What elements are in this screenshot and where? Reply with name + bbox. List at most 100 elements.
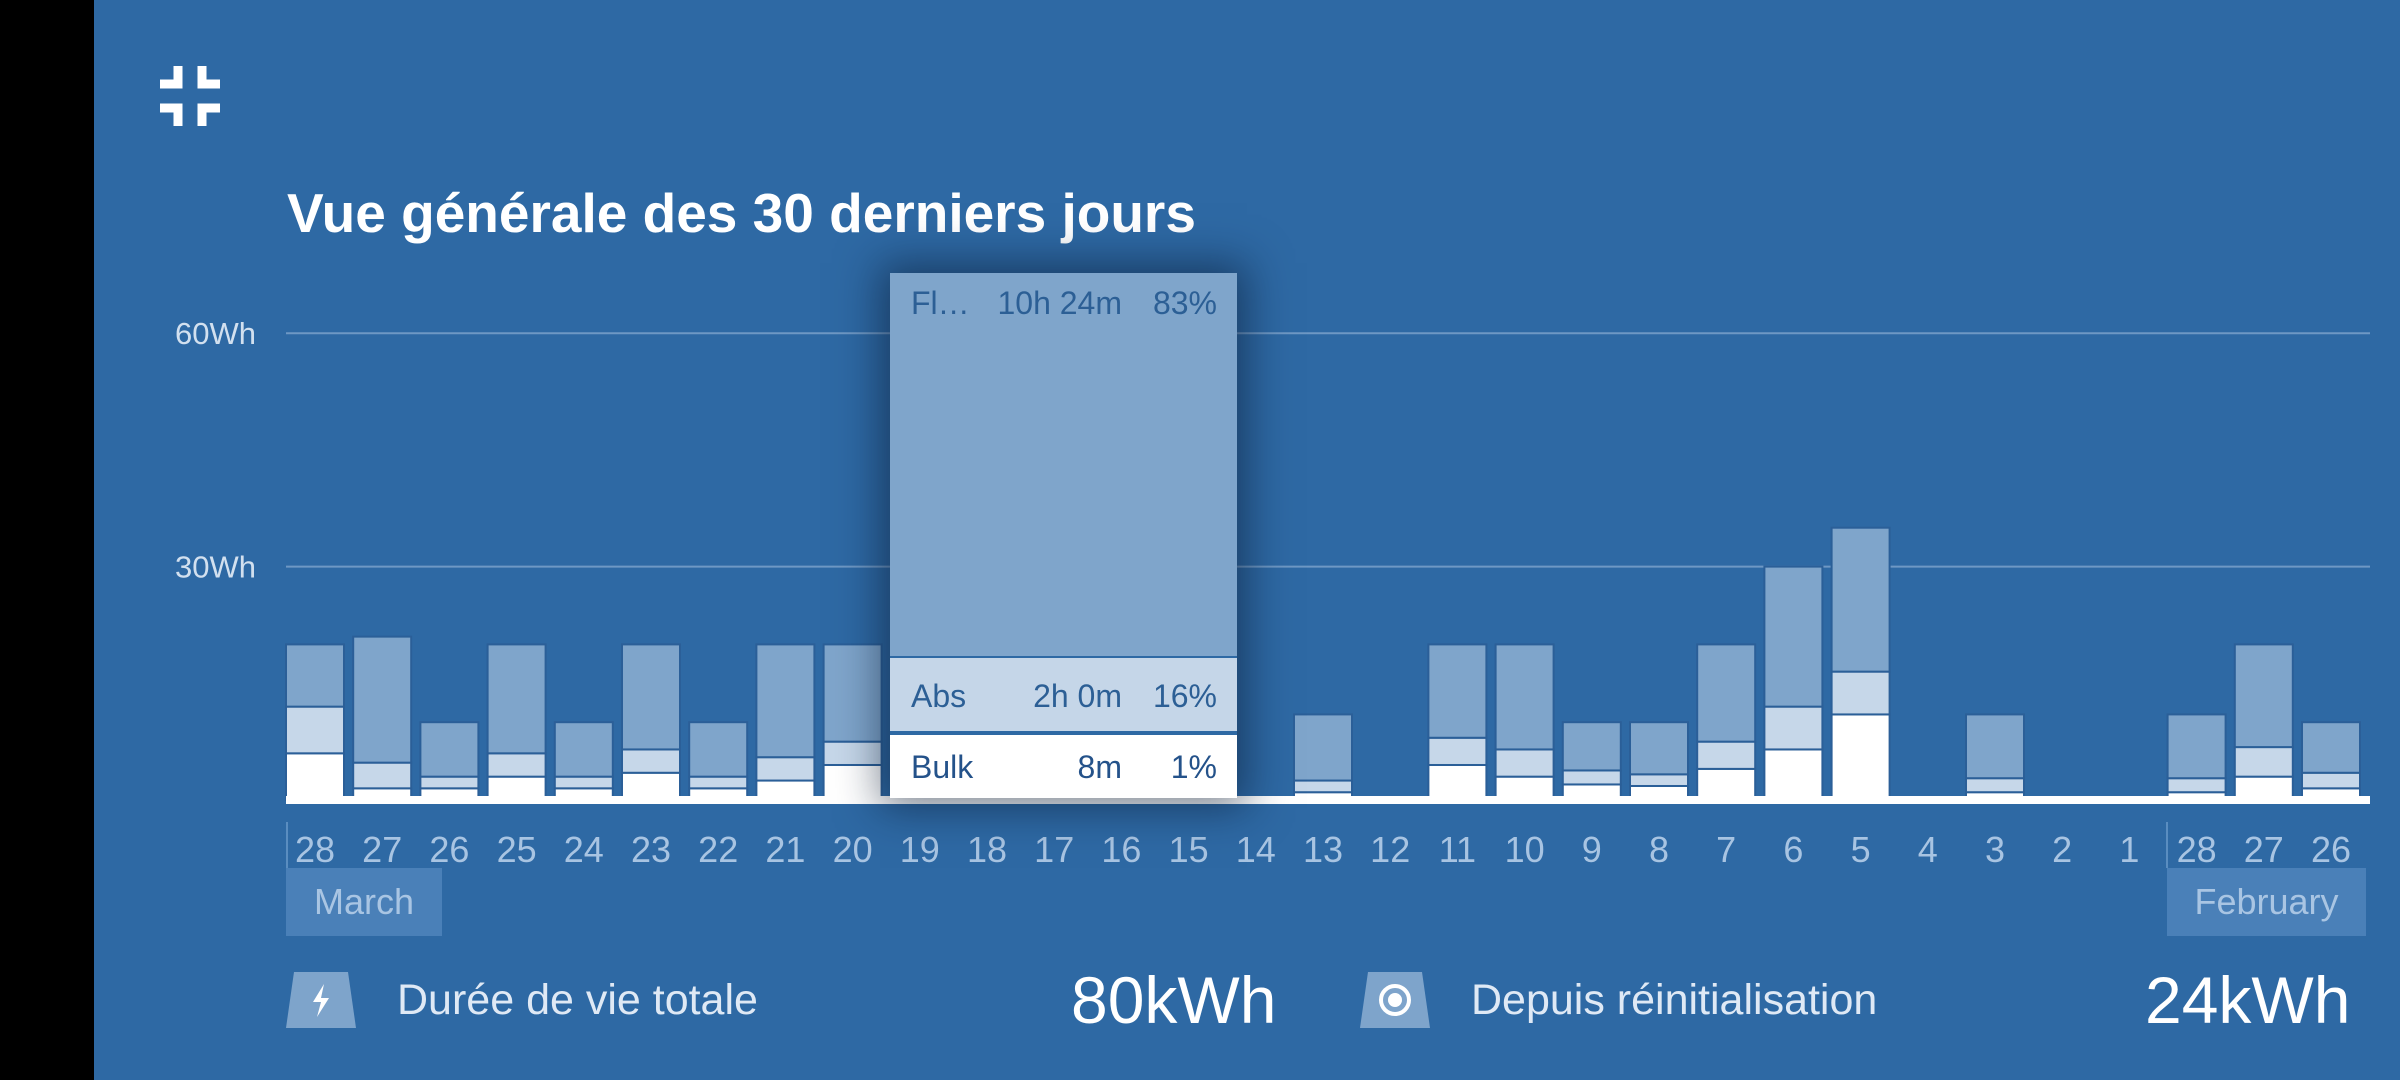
collapse-icon[interactable] — [160, 66, 220, 126]
x-tick-label: 5 — [1851, 829, 1871, 870]
bar-segment-bulk[interactable] — [1427, 763, 1488, 801]
bar-segment-abs[interactable] — [352, 761, 413, 790]
x-tick-label: 27 — [362, 829, 402, 870]
x-tick-label: 28 — [295, 829, 335, 870]
bar-segment-abs[interactable] — [2233, 746, 2294, 778]
x-tick-label: 27 — [2244, 829, 2284, 870]
lifetime-value: 80kWh — [1071, 963, 1277, 1037]
bar-segment-float[interactable] — [419, 721, 480, 778]
bar-segment-abs[interactable] — [285, 705, 345, 755]
x-tick-label: 19 — [900, 829, 940, 870]
chart-baseline — [286, 796, 2370, 804]
y-tick-label: 30Wh — [175, 550, 256, 585]
bar-segment-float[interactable] — [1293, 713, 1353, 782]
bar-segment-abs[interactable] — [1696, 740, 1757, 770]
y-tick-label: 60Wh — [175, 316, 256, 351]
x-tick-label: 1 — [2119, 829, 2139, 870]
bar-segment-float[interactable] — [352, 635, 413, 764]
tooltip-abs-percent: 16% — [1152, 678, 1217, 714]
bar-segment-float[interactable] — [1494, 643, 1555, 751]
bar-segment-bulk[interactable] — [822, 763, 883, 801]
x-tick-label: 11 — [1439, 829, 1476, 870]
bar-segment-abs[interactable] — [1494, 748, 1555, 778]
x-tick-label: 20 — [833, 829, 873, 870]
bar-segment-abs[interactable] — [621, 748, 681, 774]
x-tick-label: 26 — [2311, 829, 2351, 870]
tooltip-float-name: Fl… — [911, 285, 970, 321]
bar-segment-float[interactable] — [285, 643, 345, 708]
bar-segment-float[interactable] — [1561, 721, 1622, 772]
bar-segment-bulk[interactable] — [621, 771, 681, 802]
bar-segment-abs[interactable] — [1965, 777, 2025, 794]
x-tick-label: 13 — [1303, 829, 1343, 870]
bar-segment-abs[interactable] — [1629, 773, 1689, 787]
page-title: Vue générale des 30 derniers jours — [287, 182, 1196, 244]
x-tick-label: 21 — [765, 829, 805, 870]
bar-segment-float[interactable] — [486, 643, 547, 755]
bar-segment-bulk[interactable] — [285, 752, 345, 802]
bar-segment-float[interactable] — [1763, 565, 1824, 708]
bar-segment-float[interactable] — [1965, 713, 2025, 780]
x-tick-label: 12 — [1370, 829, 1410, 870]
x-tick-label: 14 — [1236, 829, 1276, 870]
bar-segment-float[interactable] — [2166, 713, 2227, 780]
bar-segment-bulk[interactable] — [1830, 713, 1891, 801]
x-tick-label: 7 — [1716, 829, 1736, 870]
x-tick-label: 17 — [1034, 829, 1074, 870]
target-icon — [1360, 972, 1430, 1028]
since-reset-value: 24kWh — [2145, 963, 2351, 1037]
bar-segment-float[interactable] — [621, 643, 681, 751]
history-panel — [94, 0, 2400, 1080]
x-tick-label: 15 — [1169, 829, 1209, 870]
bar-segment-float[interactable] — [2233, 643, 2294, 749]
tooltip-float-time: 10h 24m — [997, 285, 1122, 321]
bar-segment-float[interactable] — [1427, 643, 1488, 739]
bar-segment-abs[interactable] — [1427, 736, 1488, 766]
bar-segment-abs[interactable] — [419, 775, 480, 790]
lifetime-label: Durée de vie totale — [397, 976, 758, 1024]
x-tick-label: 8 — [1649, 829, 1669, 870]
bar-segment-abs[interactable] — [553, 775, 614, 790]
bar-segment-abs[interactable] — [1763, 705, 1824, 751]
bar-segment-abs[interactable] — [1293, 779, 1353, 794]
bar-segment-abs[interactable] — [1561, 769, 1622, 786]
bar-segment-abs[interactable] — [2166, 777, 2227, 794]
bar-segment-bulk[interactable] — [1763, 748, 1824, 801]
bar-segment-abs[interactable] — [486, 752, 547, 778]
since-reset-label: Depuis réinitialisation — [1471, 976, 1878, 1024]
bar-segment-float[interactable] — [755, 643, 816, 759]
bar-segment-abs[interactable] — [822, 740, 883, 766]
tooltip-abs-name: Abs — [911, 678, 967, 714]
bar-segment-float[interactable] — [1629, 721, 1689, 776]
bar-segment-abs[interactable] — [2301, 771, 2361, 790]
x-tick-label: 23 — [631, 829, 671, 870]
x-tick-label: 4 — [1918, 829, 1938, 870]
x-tick-label: 10 — [1505, 829, 1545, 870]
bar-segment-float[interactable] — [2301, 721, 2361, 774]
x-tick-label: 9 — [1582, 829, 1602, 870]
bar-segment-abs[interactable] — [688, 775, 749, 790]
month-label-march: March — [286, 868, 442, 936]
bar-segment-float[interactable] — [1830, 526, 1891, 673]
x-tick-label: 3 — [1985, 829, 2005, 870]
tooltip-bulk-name: Bulk — [911, 749, 974, 785]
x-tick-label: 18 — [967, 829, 1007, 870]
bar-segment-abs[interactable] — [755, 756, 816, 782]
bar-segment-abs[interactable] — [1830, 670, 1891, 716]
tooltip-bulk-time: 8m — [1077, 749, 1122, 785]
x-tick-label: 26 — [429, 829, 469, 870]
bar-segment-float[interactable] — [553, 721, 614, 778]
month-label-february: February — [2167, 868, 2366, 936]
x-tick-label: 6 — [1783, 829, 1803, 870]
x-tick-label: 22 — [698, 829, 738, 870]
bar-segment-float[interactable] — [822, 643, 883, 743]
x-tick-label: 2 — [2052, 829, 2072, 870]
tooltip-abs-time: 2h 0m — [1033, 678, 1122, 714]
bar-segment-float[interactable] — [688, 721, 749, 778]
x-tick-label: 25 — [497, 829, 537, 870]
bar-segment-float[interactable] — [1696, 643, 1757, 743]
bolt-icon — [286, 972, 356, 1028]
tooltip-float-percent: 83% — [1152, 285, 1217, 321]
bar-segment-bulk[interactable] — [1696, 767, 1757, 802]
